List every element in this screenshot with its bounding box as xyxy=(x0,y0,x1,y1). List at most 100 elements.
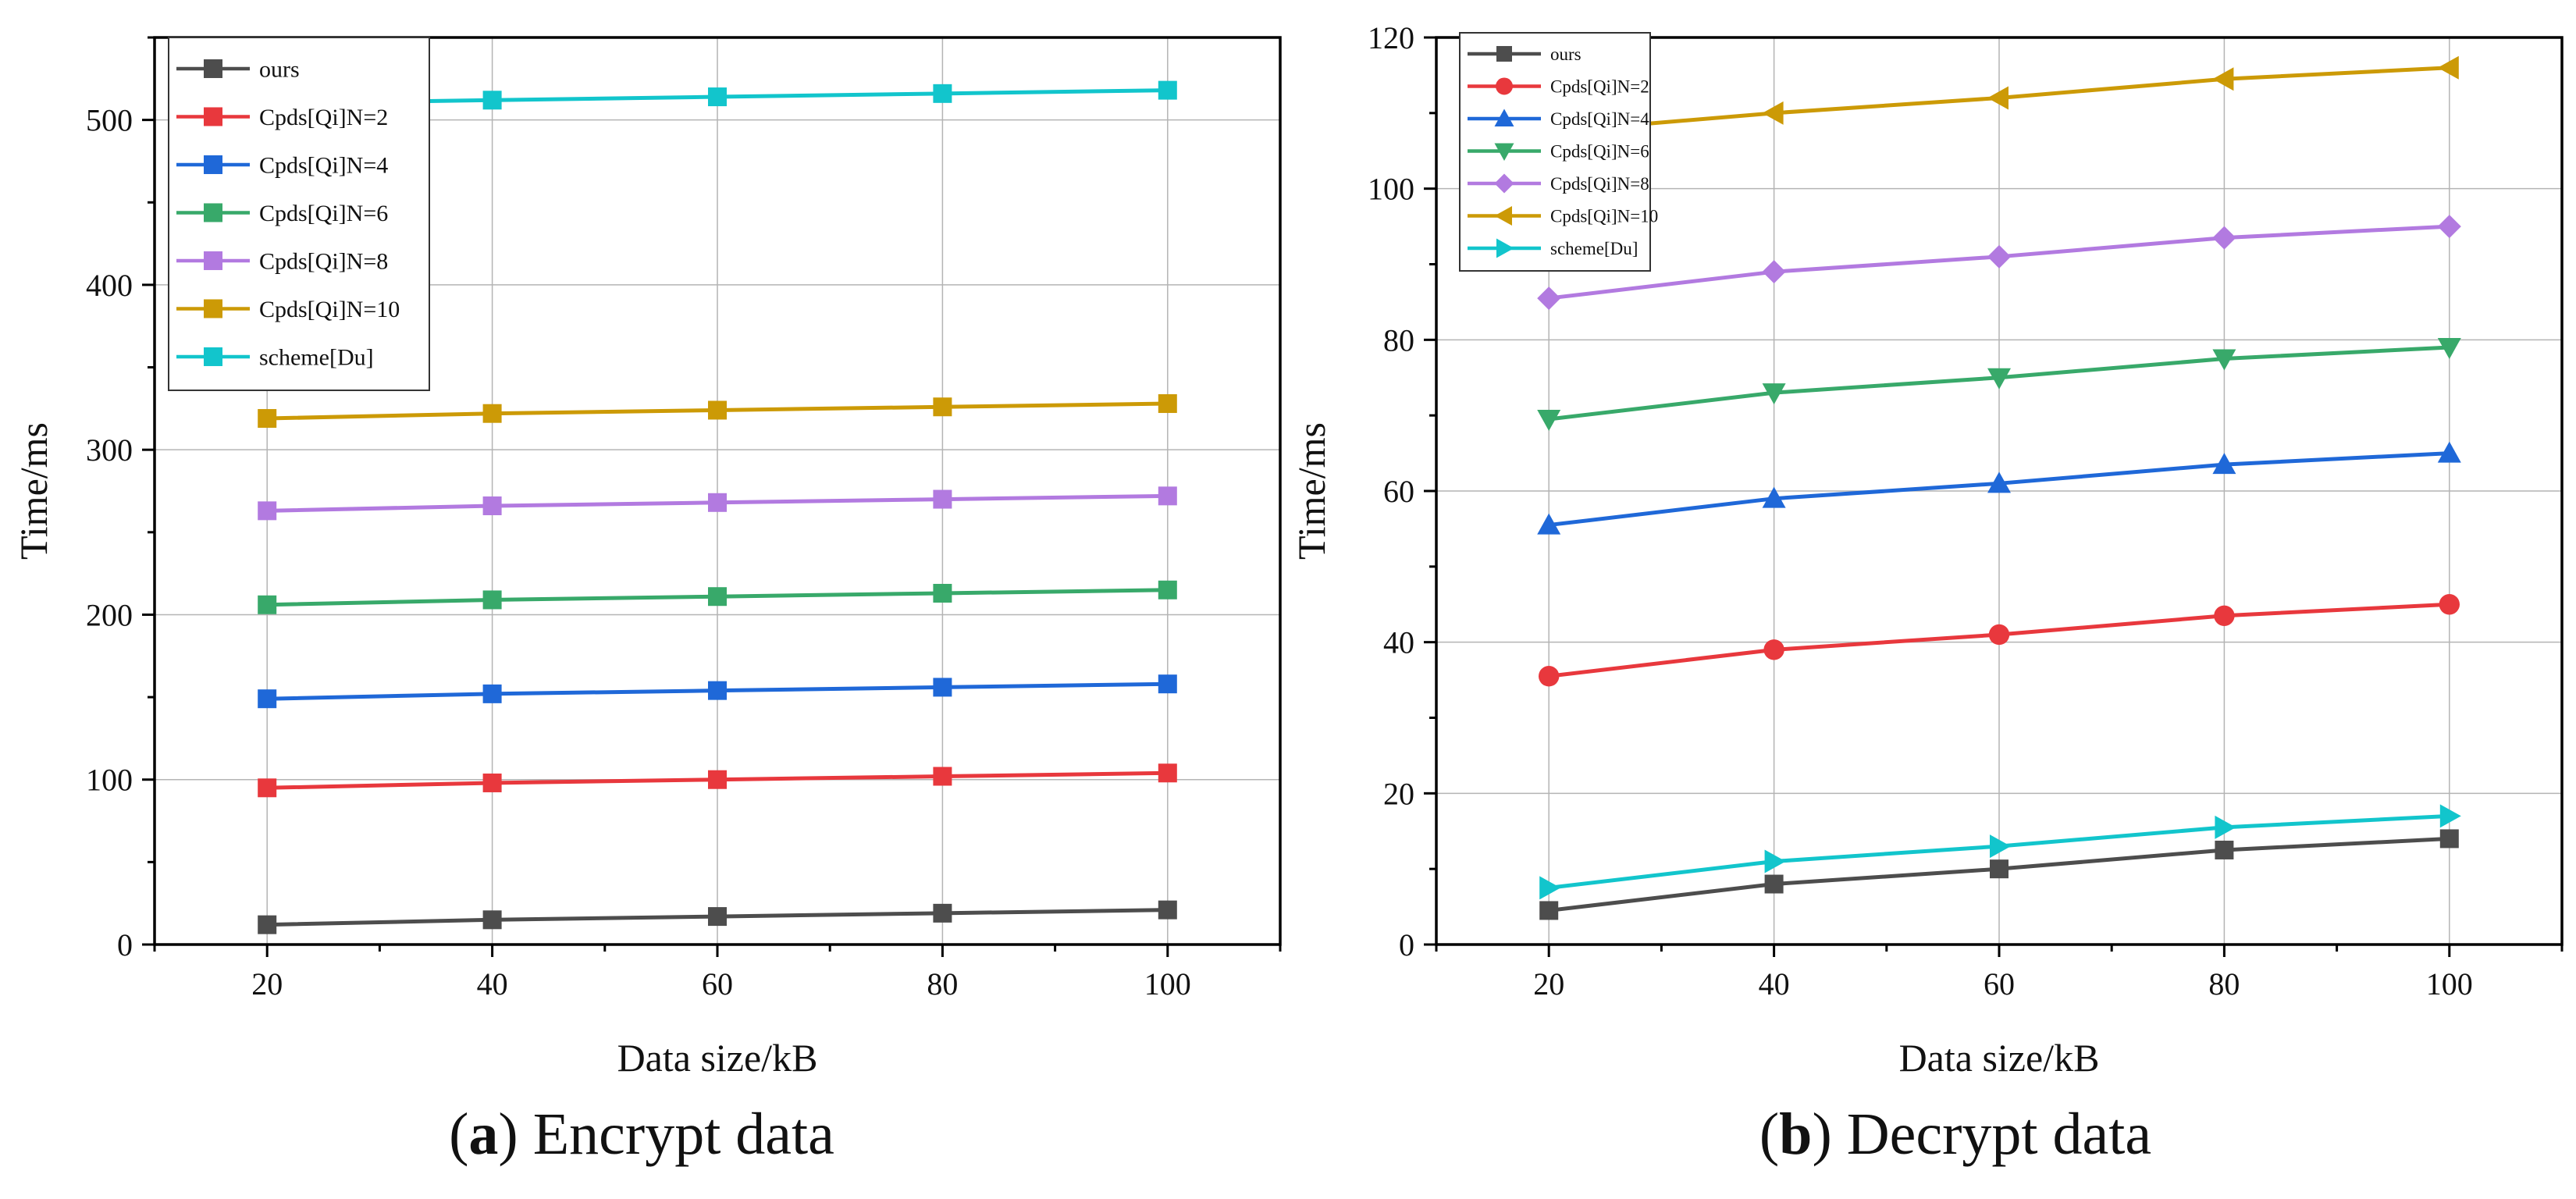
legend-marker-n4 xyxy=(1494,109,1514,126)
series-n6 xyxy=(258,580,1177,614)
chart-panel-b: 20 40 60 80 100 0 20 40 60 80 100 120 Data size/kB Ti… xyxy=(1290,20,2564,1080)
data-point-du-100 xyxy=(1158,80,1177,100)
data-point-ours-80 xyxy=(933,903,952,923)
data-point-du-20 xyxy=(1539,876,1561,900)
series-n4 xyxy=(1537,441,2461,535)
chart-panel-a: 20 40 60 80 100 0 100 200 300 400 500 Data size/kB T… xyxy=(12,36,1282,1080)
data-point-n4-20 xyxy=(258,689,277,709)
y-tick-label-100: 100 xyxy=(1368,172,1414,207)
data-point-n4-20 xyxy=(1537,513,1561,535)
data-point-ours-40 xyxy=(1764,874,1784,894)
legend-marker-n2 xyxy=(1496,77,1513,95)
caption-a: (a) Encrypt data xyxy=(449,1101,834,1169)
data-point-n10-100 xyxy=(1158,394,1177,414)
caption-b-close: ) xyxy=(1812,1101,1847,1167)
y-tick-label-20: 20 xyxy=(1383,776,1414,811)
data-point-n6-40 xyxy=(482,590,502,610)
data-point-ours-100 xyxy=(1158,900,1177,920)
data-point-n4-40 xyxy=(1762,486,1786,508)
legend-label-n6: Cpds[Qi]N=6 xyxy=(1550,142,1649,162)
data-point-du-40 xyxy=(482,91,502,110)
data-point-n6-100 xyxy=(2437,338,2461,360)
x-tick-label-80: 80 xyxy=(927,966,958,1002)
y-tick-label-400: 400 xyxy=(86,268,133,303)
data-point-n6-60 xyxy=(1987,368,2011,390)
data-point-du-60 xyxy=(708,87,727,107)
legend-label-n10: Cpds[Qi]N=10 xyxy=(259,297,400,322)
data-point-n8-60 xyxy=(1987,244,2011,269)
data-point-du-60 xyxy=(1990,834,2011,859)
data-point-n2-60 xyxy=(708,770,727,789)
legend-label-n8: Cpds[Qi]N=8 xyxy=(259,248,388,274)
data-point-n8-20 xyxy=(258,501,277,521)
legend-marker-n6 xyxy=(204,203,222,222)
y-tick-label-120: 120 xyxy=(1368,20,1414,55)
data-point-ours-20 xyxy=(1539,901,1559,920)
series-n2 xyxy=(258,763,1177,798)
series-n10 xyxy=(1537,55,2459,144)
data-point-n2-80 xyxy=(933,767,952,786)
data-point-n10-100 xyxy=(2437,55,2459,80)
data-point-n4-80 xyxy=(2212,453,2236,475)
data-point-n6-60 xyxy=(708,587,727,607)
data-point-n2-40 xyxy=(482,773,502,792)
data-point-n2-20 xyxy=(258,778,277,798)
y-tick-label-300: 300 xyxy=(86,432,133,468)
x-tick-label-20: 20 xyxy=(1533,966,1564,1002)
caption-b: (b) Decrypt data xyxy=(1759,1101,2151,1169)
data-point-du-100 xyxy=(2439,804,2461,828)
series-n4 xyxy=(258,674,1177,709)
data-point-n8-20 xyxy=(1537,286,1561,311)
data-point-du-80 xyxy=(2215,815,2236,839)
caption-a-close: ) xyxy=(498,1101,533,1167)
x-tick-label-60: 60 xyxy=(1984,966,2015,1002)
data-point-n2-100 xyxy=(2439,594,2460,615)
data-point-n4-60 xyxy=(1987,471,2011,493)
legend-label-n2: Cpds[Qi]N=2 xyxy=(259,105,388,130)
data-point-n8-100 xyxy=(2437,215,2461,239)
legend-marker-n2 xyxy=(204,107,222,126)
y-tick-label-40: 40 xyxy=(1383,625,1414,660)
data-point-ours-80 xyxy=(2215,840,2234,859)
y-tick-label-100: 100 xyxy=(86,763,133,798)
y-tick-label-200: 200 xyxy=(86,597,133,632)
legend: ours Cpds[Qi]N=2 Cpds[Qi]N=4 Cpds[Qi]N=6 Cpd… xyxy=(1459,32,1658,272)
x-tick-label-20: 20 xyxy=(251,966,283,1002)
data-point-ours-60 xyxy=(1990,859,2008,879)
data-point-n10-80 xyxy=(2212,67,2234,91)
y-tick-label-0: 0 xyxy=(1399,927,1414,962)
data-point-n4-100 xyxy=(1158,674,1177,694)
legend-marker-ours xyxy=(1496,45,1512,62)
legend: ours Cpds[Qi]N=2 Cpds[Qi]N=4 Cpds[Qi]N=6 Cpd… xyxy=(168,37,430,392)
y-tick-label-0: 0 xyxy=(117,927,133,962)
caption-b-open: ( xyxy=(1759,1101,1780,1167)
data-point-n4-80 xyxy=(933,678,952,697)
y-tick-label-500: 500 xyxy=(86,103,133,138)
data-point-ours-100 xyxy=(2439,829,2459,849)
data-point-ours-40 xyxy=(482,910,502,930)
y-axis-title: Time/ms xyxy=(1290,422,1333,560)
data-point-n6-80 xyxy=(2212,349,2236,371)
data-point-n6-40 xyxy=(1762,383,1786,405)
x-tick-label-100: 100 xyxy=(1144,966,1191,1002)
data-point-du-80 xyxy=(933,84,952,103)
data-point-n10-40 xyxy=(482,404,502,423)
legend-label-du: scheme[Du] xyxy=(259,344,374,370)
x-tick-label-100: 100 xyxy=(2426,966,2473,1002)
legend-label-n8: Cpds[Qi]N=8 xyxy=(1550,174,1649,194)
caption-b-letter: b xyxy=(1779,1101,1813,1167)
data-point-n8-100 xyxy=(1158,486,1177,506)
data-point-ours-20 xyxy=(258,915,277,934)
y-axis-title: Time/ms xyxy=(12,422,55,560)
data-point-n10-40 xyxy=(1762,101,1784,125)
caption-a-letter: a xyxy=(468,1101,499,1167)
data-point-n6-80 xyxy=(933,583,952,603)
series-n6 xyxy=(1537,338,2461,432)
data-point-n6-100 xyxy=(1158,580,1177,600)
legend-label-n6: Cpds[Qi]N=6 xyxy=(259,201,388,226)
legend-marker-n6 xyxy=(1494,143,1514,161)
x-tick-label-40: 40 xyxy=(477,966,508,1002)
y-tick-label-60: 60 xyxy=(1383,474,1414,509)
legend-marker-n10 xyxy=(204,299,222,318)
data-point-n4-40 xyxy=(482,684,502,703)
